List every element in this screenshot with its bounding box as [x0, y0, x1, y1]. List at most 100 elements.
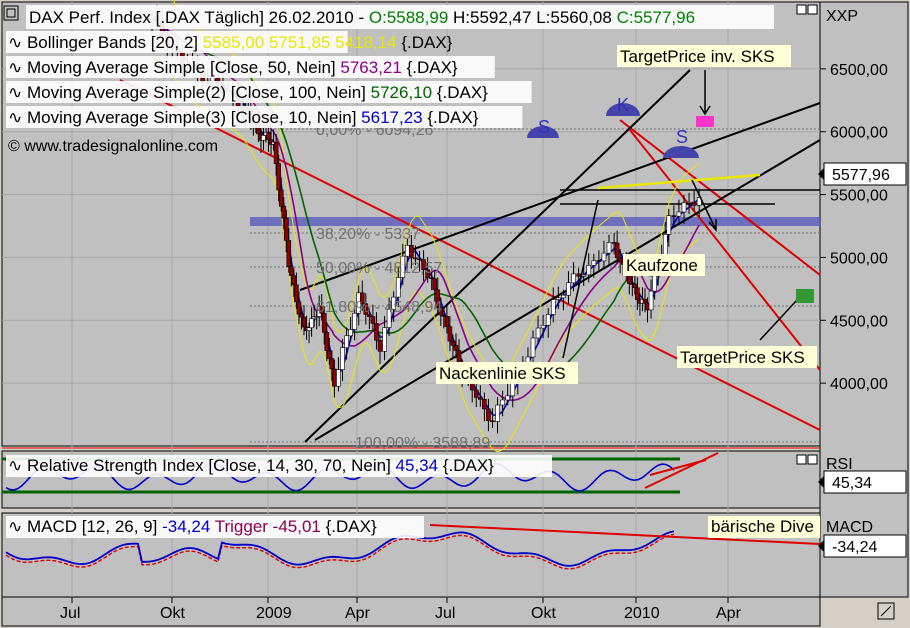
candle-body — [324, 332, 330, 351]
candle-body — [329, 358, 335, 370]
candle-body — [336, 369, 341, 387]
last-price-pointer — [818, 168, 824, 180]
price-tick-label: 6000,00 — [830, 125, 888, 142]
price-tick-label: 5500,00 — [830, 188, 888, 205]
time-axis-panel — [1, 596, 821, 627]
macd-value-axis: -34,24 — [832, 539, 877, 556]
time-tick-label: Okt — [160, 605, 185, 622]
candle-body — [530, 337, 536, 358]
head-label: K — [617, 95, 629, 115]
candle-body — [278, 189, 284, 207]
candle-body — [391, 296, 396, 310]
price-tick-label: 4500,00 — [830, 313, 888, 330]
arrow-head-target-inv — [699, 105, 711, 116]
indicator-name: Moving Average Simple(3) [Close, 10, Nei… — [27, 108, 356, 127]
time-tick-label: 2009 — [256, 605, 292, 622]
rsi-value: 45,34 — [396, 456, 439, 475]
price-tick-label: 5000,00 — [830, 250, 888, 267]
candle-body — [281, 205, 287, 219]
candle-body — [266, 131, 271, 140]
indicator-name: Moving Average Simple [Close, 50, Nein] — [27, 58, 336, 77]
candle-body — [377, 339, 383, 352]
candle-body — [626, 275, 632, 284]
chart-header: DAX Perf. Index [.DAX Täglich] 26.02.201… — [29, 8, 695, 27]
shoulder-left-marker — [527, 126, 559, 138]
rsi-legend: ∿ Relative Strength Index [Close, 14, 30… — [8, 456, 494, 475]
candle-body — [432, 278, 438, 291]
candle-body — [632, 283, 638, 289]
candle-body — [294, 284, 299, 303]
arrow-kaufzone — [691, 179, 716, 229]
candle-body — [363, 303, 369, 315]
time-tick-label: Jul — [435, 605, 455, 622]
shoulder-right-marker — [663, 146, 699, 158]
fib-level-label: 61,80% - 4548,94 — [316, 299, 442, 316]
candle-body — [535, 327, 541, 339]
candle-body — [289, 266, 294, 277]
rsi-value-axis: 45,34 — [832, 475, 872, 492]
candle-body — [348, 329, 353, 337]
target-marker — [796, 289, 814, 303]
target-label: TargetPrice SKS — [680, 348, 805, 367]
indicator-values: 5617,23 — [361, 108, 422, 127]
indicator-name: Moving Average Simple(2) [Close, 100, Ne… — [27, 83, 366, 102]
candle-body — [450, 340, 456, 346]
macd-annotation: bärische Dive — [711, 517, 814, 536]
annotation-arrows — [562, 70, 798, 359]
shoulder-right-label: S — [676, 127, 688, 147]
header-high: H:5592,47 — [453, 8, 531, 27]
candle-body — [382, 327, 387, 352]
candle-body — [556, 297, 561, 300]
candle-body — [482, 399, 487, 410]
candle-body — [340, 347, 345, 370]
candle-body — [400, 255, 406, 278]
candle-body — [686, 201, 692, 204]
candle-body — [606, 242, 612, 254]
macd-tag: MACD — [826, 519, 873, 536]
candle-body — [591, 260, 597, 266]
candle-body — [453, 345, 459, 351]
fib-level-label: 50,00% - 4812,57 — [316, 260, 442, 277]
candle-body — [309, 318, 314, 329]
red-trendline-long — [119, 79, 821, 431]
candle-body — [327, 350, 332, 359]
panel-maximize-button[interactable] — [807, 4, 818, 15]
candle-body — [666, 215, 672, 235]
head-marker — [606, 103, 640, 116]
candle-body — [550, 299, 556, 315]
candle-body — [581, 274, 586, 277]
rsi-pointer — [818, 476, 824, 488]
candle-body — [286, 240, 292, 268]
candle-body — [642, 299, 648, 304]
header-open: O:5588,99 — [369, 8, 448, 27]
indicator-legend: ∿ Bollinger Bands [20, 2] 5585,00 5751,8… — [6, 31, 532, 128]
candle-body — [500, 399, 505, 406]
arrow-target — [759, 299, 798, 341]
candle-body — [540, 325, 546, 329]
panel-minimize-button[interactable] — [796, 4, 807, 15]
candle-body — [405, 244, 410, 257]
rsi-minimize-button[interactable] — [796, 454, 807, 465]
candle-body — [352, 312, 357, 330]
neckline-yellow — [597, 173, 761, 190]
arrow-neckline — [562, 199, 599, 359]
candle-body — [413, 257, 418, 260]
candle-body — [276, 163, 281, 191]
rsi-divergence-line — [644, 452, 719, 489]
macd-value: -34,24 — [162, 517, 210, 536]
macd-line — [5, 530, 675, 567]
indicator-legend-bg — [6, 81, 532, 103]
rsi-maximize-button[interactable] — [807, 454, 818, 465]
rsi-suffix: {.DAX} — [443, 456, 494, 475]
candle-body — [306, 327, 312, 331]
candle-body — [395, 277, 401, 298]
candle-body — [545, 314, 551, 326]
indicator-legend-row: ∿ Moving Average Simple(2) [Close, 100, … — [8, 83, 488, 102]
price-axis-panel — [819, 1, 909, 598]
red-trendline-lower — [629, 129, 821, 371]
target-inv-label: TargetPrice inv. SKS — [620, 47, 775, 66]
candle-body — [299, 313, 304, 318]
candle-body — [576, 273, 581, 277]
candle-body — [441, 314, 447, 317]
